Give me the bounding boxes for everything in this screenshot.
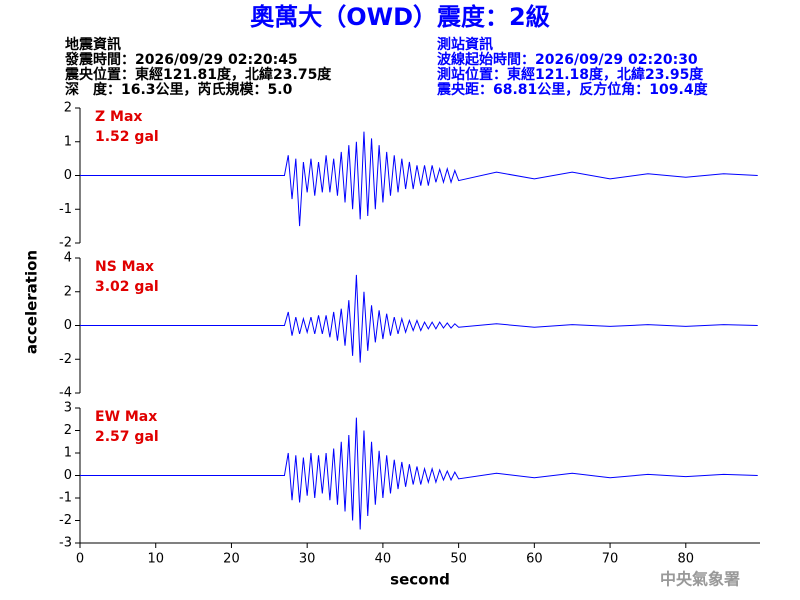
event-info: 發震時間：2026/09/29 02:20:45 <box>64 51 298 68</box>
x-tick-label: 80 <box>678 552 695 567</box>
y-tick-label: -2 <box>59 352 72 367</box>
y-tick-label: 4 <box>64 251 72 266</box>
y-tick-label: 2 <box>64 284 72 299</box>
y-tick-label: 0 <box>64 318 72 333</box>
component-label: Z Max <box>95 109 142 125</box>
max-label: 2.57 gal <box>95 429 159 445</box>
component-label: NS Max <box>95 259 154 275</box>
x-tick-label: 60 <box>526 552 543 567</box>
y-axis-label: acceleration <box>23 250 41 354</box>
y-tick-label: 1 <box>64 446 72 461</box>
y-tick-label: 1 <box>64 134 72 149</box>
x-tick-label: 0 <box>76 552 84 567</box>
event-info: 震央位置：東經121.81度，北緯23.75度 <box>64 66 332 83</box>
y-tick-label: -1 <box>59 202 72 217</box>
x-tick-label: 30 <box>299 552 316 567</box>
waveform <box>80 131 758 227</box>
y-tick-label: -3 <box>59 536 72 551</box>
y-tick-label: 0 <box>64 168 72 183</box>
y-tick-label: -2 <box>59 513 72 528</box>
station-info: 測站資訊 <box>437 36 493 53</box>
component-label: EW Max <box>95 409 157 425</box>
y-tick-label: 0 <box>64 468 72 483</box>
max-label: 1.52 gal <box>95 129 159 145</box>
waveform <box>80 417 758 530</box>
y-tick-label: -1 <box>59 491 72 506</box>
event-info: 深 度：16.3公里，芮氏規模：5.0 <box>65 81 293 98</box>
y-tick-label: -2 <box>59 236 72 251</box>
x-tick-label: 50 <box>450 552 467 567</box>
waveform <box>80 274 758 363</box>
y-tick-label: 2 <box>64 423 72 438</box>
x-tick-label: 70 <box>602 552 619 567</box>
station-info: 波線起始時間：2026/09/29 02:20:30 <box>437 51 698 68</box>
x-tick-label: 20 <box>223 552 240 567</box>
x-axis-label: second <box>390 571 450 589</box>
footer: 中央氣象署 <box>660 570 740 589</box>
x-tick-label: 40 <box>375 552 392 567</box>
station-info: 測站位置：東經121.18度，北緯23.95度 <box>437 66 704 83</box>
y-tick-label: -4 <box>59 386 72 401</box>
station-info: 震央距：68.81公里，反方位角：109.4度 <box>436 81 709 98</box>
title: 奧萬大（OWD）震度：2級 <box>250 3 550 31</box>
y-tick-label: 3 <box>64 401 72 416</box>
y-tick-label: 2 <box>64 101 72 116</box>
x-tick-label: 10 <box>147 552 164 567</box>
max-label: 3.02 gal <box>95 279 159 295</box>
event-info: 地震資訊 <box>65 36 121 53</box>
